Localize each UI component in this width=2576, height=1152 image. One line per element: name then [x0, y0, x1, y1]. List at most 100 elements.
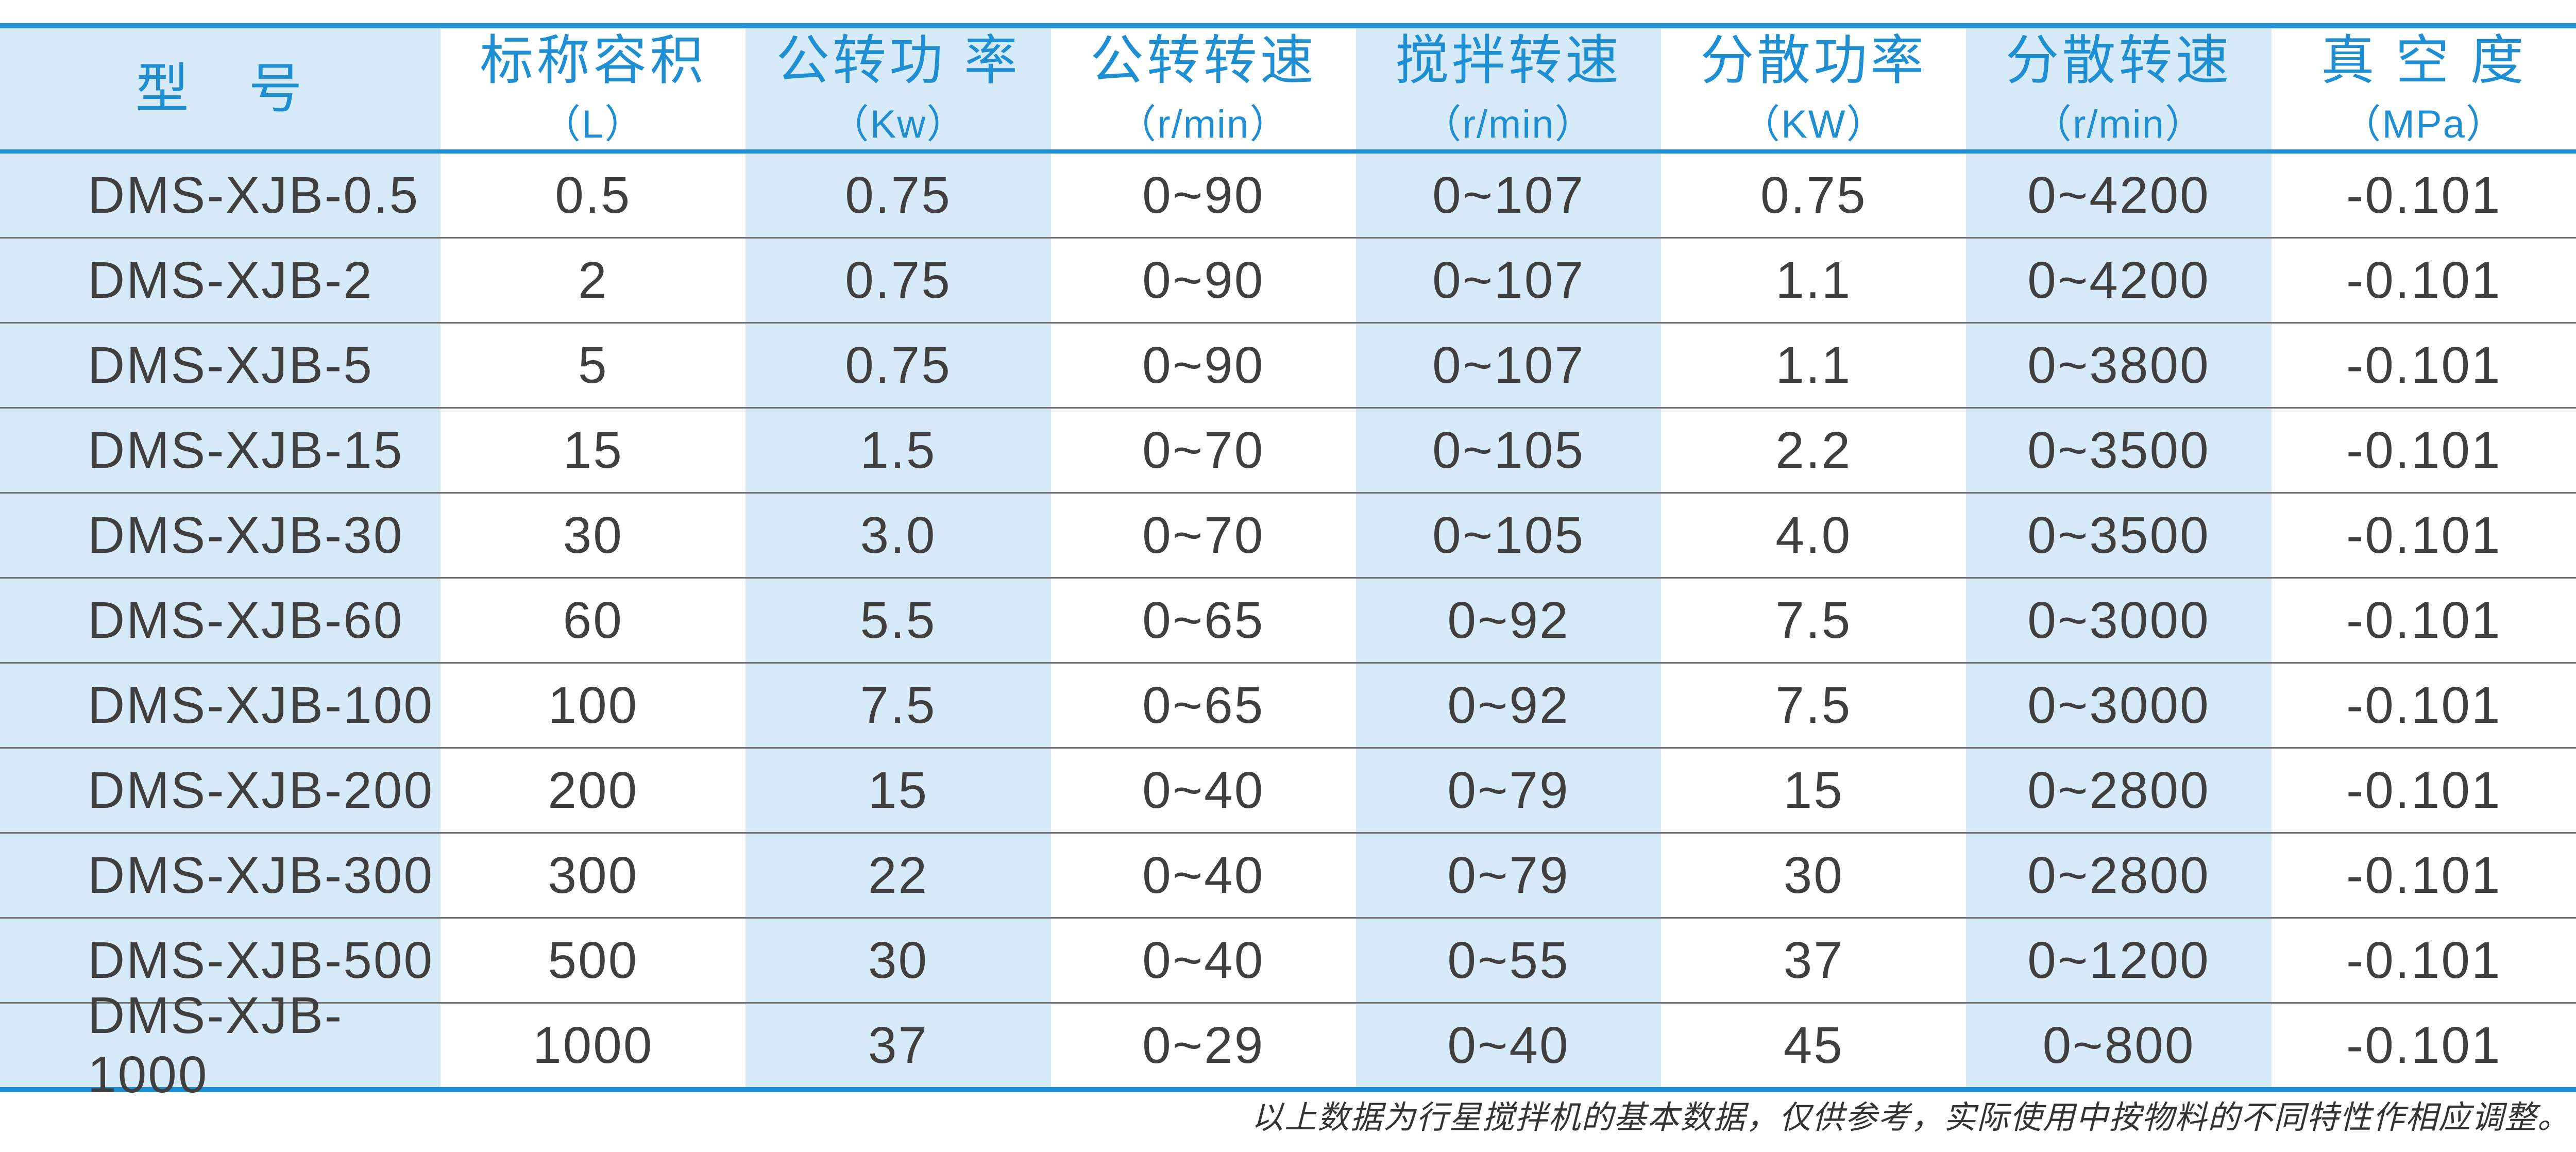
- table-row: DMS-XJB-300 300 22 0~40 0~79 30 0~2800 -0.101: [0, 832, 2576, 917]
- table-cell: 30: [440, 494, 746, 577]
- column-title: 分散功率: [1700, 30, 1927, 91]
- table-cell: 7.5: [745, 664, 1051, 747]
- table-cell: -0.101: [2271, 409, 2576, 492]
- model-cell: DMS-XJB-300: [0, 834, 441, 917]
- table-cell: -0.101: [2271, 494, 2576, 577]
- spec-table: 型 号 标称容积 （L） 公转功 率 （Kw） 公转转速 （r/min） 搅拌转速 （r/min…: [0, 23, 2576, 1104]
- table-row: DMS-XJB-1000 1000 37 0~29 0~40 45 0~800 -0.101: [0, 987, 2576, 1104]
- table-cell: 2.2: [1661, 409, 1967, 492]
- table-cell: 37: [1661, 919, 1967, 1002]
- column-title: 公转功 率: [776, 30, 1021, 91]
- column-header-0: 型 号: [0, 28, 441, 149]
- table-cell: -0.101: [2271, 1004, 2576, 1087]
- column-header-7: 真 空 度 （MPa）: [2271, 28, 2576, 149]
- table-cell: -0.101: [2271, 579, 2576, 662]
- table-cell: 500: [440, 919, 746, 1002]
- table-cell: 0~3000: [1966, 664, 2272, 747]
- table-cell: 0~65: [1050, 664, 1356, 747]
- table-cell: 0~105: [1355, 494, 1662, 577]
- table-cell: 1.1: [1661, 239, 1967, 322]
- column-header-2: 公转功 率 （Kw）: [745, 28, 1051, 149]
- table-cell: 0~2800: [1966, 749, 2272, 832]
- column-title: 标称容积: [480, 30, 707, 91]
- column-title: 搅拌转速: [1395, 30, 1622, 91]
- table-row: DMS-XJB-30 30 3.0 0~70 0~105 4.0 0~3500 -0.101: [0, 492, 2576, 577]
- table-cell: 0~40: [1050, 834, 1356, 917]
- column-header-3: 公转转速 （r/min）: [1050, 28, 1356, 149]
- table-row: DMS-XJB-2 2 0.75 0~90 0~107 1.1 0~4200 -0.101: [0, 237, 2576, 322]
- column-unit: （r/min）: [1422, 102, 1595, 146]
- table-cell: 0.75: [1661, 154, 1967, 237]
- table-row: DMS-XJB-5 5 0.75 0~90 0~107 1.1 0~3800 -0.101: [0, 322, 2576, 407]
- table-cell: 1.5: [745, 409, 1051, 492]
- table-row: DMS-XJB-60 60 5.5 0~65 0~92 7.5 0~3000 -0.101: [0, 577, 2576, 662]
- table-cell: -0.101: [2271, 324, 2576, 407]
- table-cell: 0.75: [745, 324, 1051, 407]
- table-cell: -0.101: [2271, 664, 2576, 747]
- column-title: 型 号: [135, 59, 306, 119]
- table-cell: -0.101: [2271, 834, 2576, 917]
- table-cell: 0.75: [745, 154, 1051, 237]
- table-cell: 15: [440, 409, 746, 492]
- table-cell: 0~79: [1355, 834, 1662, 917]
- table-cell: -0.101: [2271, 749, 2576, 832]
- table-cell: 0~105: [1355, 409, 1662, 492]
- header-separator-border: [0, 149, 2576, 154]
- column-unit: （KW）: [1741, 102, 1887, 146]
- footnote: 以上数据为行星搅拌机的基本数据，仅供参考，实际使用中按物料的不同特性作相应调整。: [1251, 1098, 2570, 1136]
- table-row: DMS-XJB-0.5 0.5 0.75 0~90 0~107 0.75 0~4200 -0.…: [0, 154, 2576, 237]
- table-cell: 0~70: [1050, 409, 1356, 492]
- table-cell: 4.0: [1661, 494, 1967, 577]
- table-top-border: [0, 23, 2576, 28]
- column-title: 分散转速: [2005, 30, 2232, 91]
- model-cell: DMS-XJB-100: [0, 664, 441, 747]
- table-cell: 0~107: [1355, 239, 1662, 322]
- table-cell: 200: [440, 749, 746, 832]
- table-cell: 0~3800: [1966, 324, 2272, 407]
- table-cell: 0~90: [1050, 239, 1356, 322]
- table-cell: 7.5: [1661, 579, 1967, 662]
- model-cell: DMS-XJB-15: [0, 409, 441, 492]
- table-cell: 5: [440, 324, 746, 407]
- table-cell: 15: [1661, 749, 1967, 832]
- table-row: DMS-XJB-200 200 15 0~40 0~79 15 0~2800 -0.101: [0, 747, 2576, 832]
- column-title: 公转转速: [1090, 30, 1317, 91]
- table-cell: 37: [745, 1004, 1051, 1087]
- table-body: DMS-XJB-0.5 0.5 0.75 0~90 0~107 0.75 0~4200 -0.…: [0, 154, 2576, 1104]
- table-cell: 30: [1661, 834, 1967, 917]
- table-cell: 45: [1661, 1004, 1967, 1087]
- table-cell: 300: [440, 834, 746, 917]
- column-unit: （L）: [541, 102, 645, 146]
- table-cell: 30: [745, 919, 1051, 1002]
- table-cell: 0.75: [745, 239, 1051, 322]
- table-cell: 1000: [440, 1004, 746, 1087]
- column-header-6: 分散转速 （r/min）: [1966, 28, 2272, 149]
- table-row: DMS-XJB-100 100 7.5 0~65 0~92 7.5 0~3000 -0.101: [0, 662, 2576, 747]
- table-cell: 0~65: [1050, 579, 1356, 662]
- column-header-5: 分散功率 （KW）: [1661, 28, 1967, 149]
- table-cell: 0~3500: [1966, 494, 2272, 577]
- table-cell: 15: [745, 749, 1051, 832]
- table-cell: 0~79: [1355, 749, 1662, 832]
- table-bottom-border: [0, 1087, 2576, 1092]
- column-unit: （r/min）: [1117, 102, 1290, 146]
- table-cell: 0~2800: [1966, 834, 2272, 917]
- model-cell: DMS-XJB-500: [0, 919, 441, 1002]
- table-row: DMS-XJB-15 15 1.5 0~70 0~105 2.2 0~3500 -0.101: [0, 407, 2576, 492]
- table-cell: 0~40: [1355, 1004, 1662, 1087]
- model-cell: DMS-XJB-30: [0, 494, 441, 577]
- table-cell: 0~40: [1050, 919, 1356, 1002]
- column-unit: （Kw）: [829, 102, 967, 146]
- model-cell: DMS-XJB-200: [0, 749, 441, 832]
- table-cell: 1.1: [1661, 324, 1967, 407]
- table-cell: 0~1200: [1966, 919, 2272, 1002]
- table-row: DMS-XJB-500 500 30 0~40 0~55 37 0~1200 -0.101: [0, 917, 2576, 1002]
- table-cell: 0~3500: [1966, 409, 2272, 492]
- table-cell: 0~92: [1355, 579, 1662, 662]
- table-cell: 7.5: [1661, 664, 1967, 747]
- column-unit: （MPa）: [2342, 102, 2506, 146]
- table-cell: 0~29: [1050, 1004, 1356, 1087]
- table-cell: 0~107: [1355, 154, 1662, 237]
- table-cell: 0~40: [1050, 749, 1356, 832]
